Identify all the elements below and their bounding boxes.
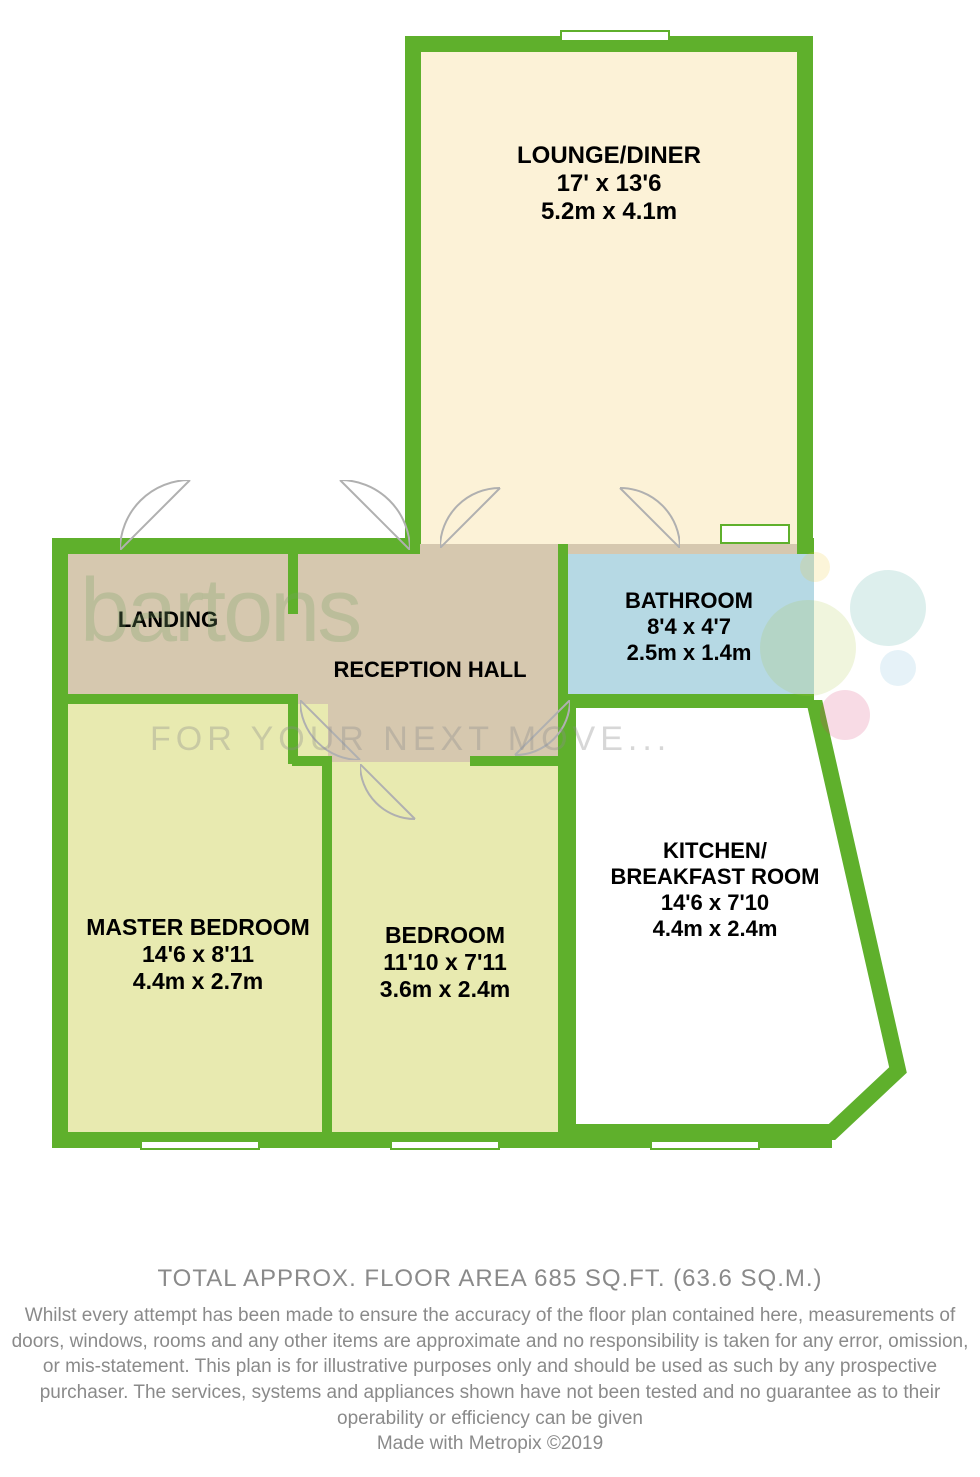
- credit-text: Made with Metropix ©2019: [10, 1431, 970, 1457]
- room-master: MASTER BEDROOM 14'6 x 8'11 4.4m x 2.7m: [68, 704, 328, 1132]
- wall-icon: [558, 704, 568, 1138]
- master-label: MASTER BEDROOM: [68, 914, 328, 941]
- room-bathroom: BATHROOM 8'4 x 4'7 2.5m x 1.4m: [564, 554, 814, 700]
- door-icon: [460, 700, 570, 760]
- footer: TOTAL APPROX. FLOOR AREA 685 SQ.FT. (63.…: [0, 1263, 980, 1457]
- kitchen-label-2: BREAKFAST ROOM: [611, 864, 820, 890]
- bathroom-label: BATHROOM: [625, 588, 753, 614]
- bedroom-dim-imp: 11'10 x 7'11: [332, 949, 558, 976]
- lounge-dim-met: 5.2m x 4.1m: [421, 198, 797, 226]
- window-icon: [560, 30, 670, 42]
- landing-label: LANDING: [118, 607, 218, 633]
- bathroom-dim-imp: 8'4 x 4'7: [647, 614, 731, 640]
- master-dim-imp: 14'6 x 8'11: [68, 941, 328, 968]
- master-dim-met: 4.4m x 2.7m: [68, 968, 328, 995]
- reception-label: RECEPTION HALL: [333, 657, 526, 683]
- door-icon: [270, 480, 410, 550]
- window-icon: [390, 1140, 500, 1150]
- floor-area-text: TOTAL APPROX. FLOOR AREA 685 SQ.FT. (63.…: [10, 1263, 970, 1295]
- wall-icon: [288, 554, 298, 614]
- kitchen-labels: KITCHEN/ BREAKFAST ROOM 14'6 x 7'10 4.4m…: [590, 830, 840, 950]
- lounge-label: LOUNGE/DINER: [421, 142, 797, 170]
- door-icon: [300, 700, 420, 760]
- wall-icon: [52, 538, 68, 1148]
- lounge-dim-imp: 17' x 13'6: [421, 170, 797, 198]
- door-icon: [440, 484, 560, 548]
- disclaimer-text: Whilst every attempt has been made to en…: [10, 1303, 970, 1431]
- room-reception: RECEPTION HALL: [300, 650, 560, 690]
- window-icon: [650, 1140, 760, 1150]
- bedroom-label: BEDROOM: [332, 922, 558, 949]
- wall-icon: [322, 758, 332, 1138]
- kitchen-label-1: KITCHEN/: [663, 838, 767, 864]
- wall-icon: [288, 694, 298, 764]
- door-icon: [360, 764, 470, 824]
- kitchen-dim-imp: 14'6 x 7'10: [661, 890, 769, 916]
- window-icon: [140, 1140, 260, 1150]
- bathroom-dim-met: 2.5m x 1.4m: [627, 640, 752, 666]
- room-lounge: LOUNGE/DINER 17' x 13'6 5.2m x 4.1m: [405, 36, 813, 544]
- feature-icon: [720, 524, 790, 544]
- door-icon: [120, 480, 260, 550]
- room-landing: LANDING: [68, 600, 268, 640]
- bedroom-dim-met: 3.6m x 2.4m: [332, 976, 558, 1003]
- floorplan-canvas: LOUNGE/DINER 17' x 13'6 5.2m x 4.1m BATH…: [0, 0, 980, 1477]
- wall-icon: [66, 694, 298, 704]
- kitchen-dim-met: 4.4m x 2.4m: [653, 916, 778, 942]
- door-icon: [560, 484, 680, 548]
